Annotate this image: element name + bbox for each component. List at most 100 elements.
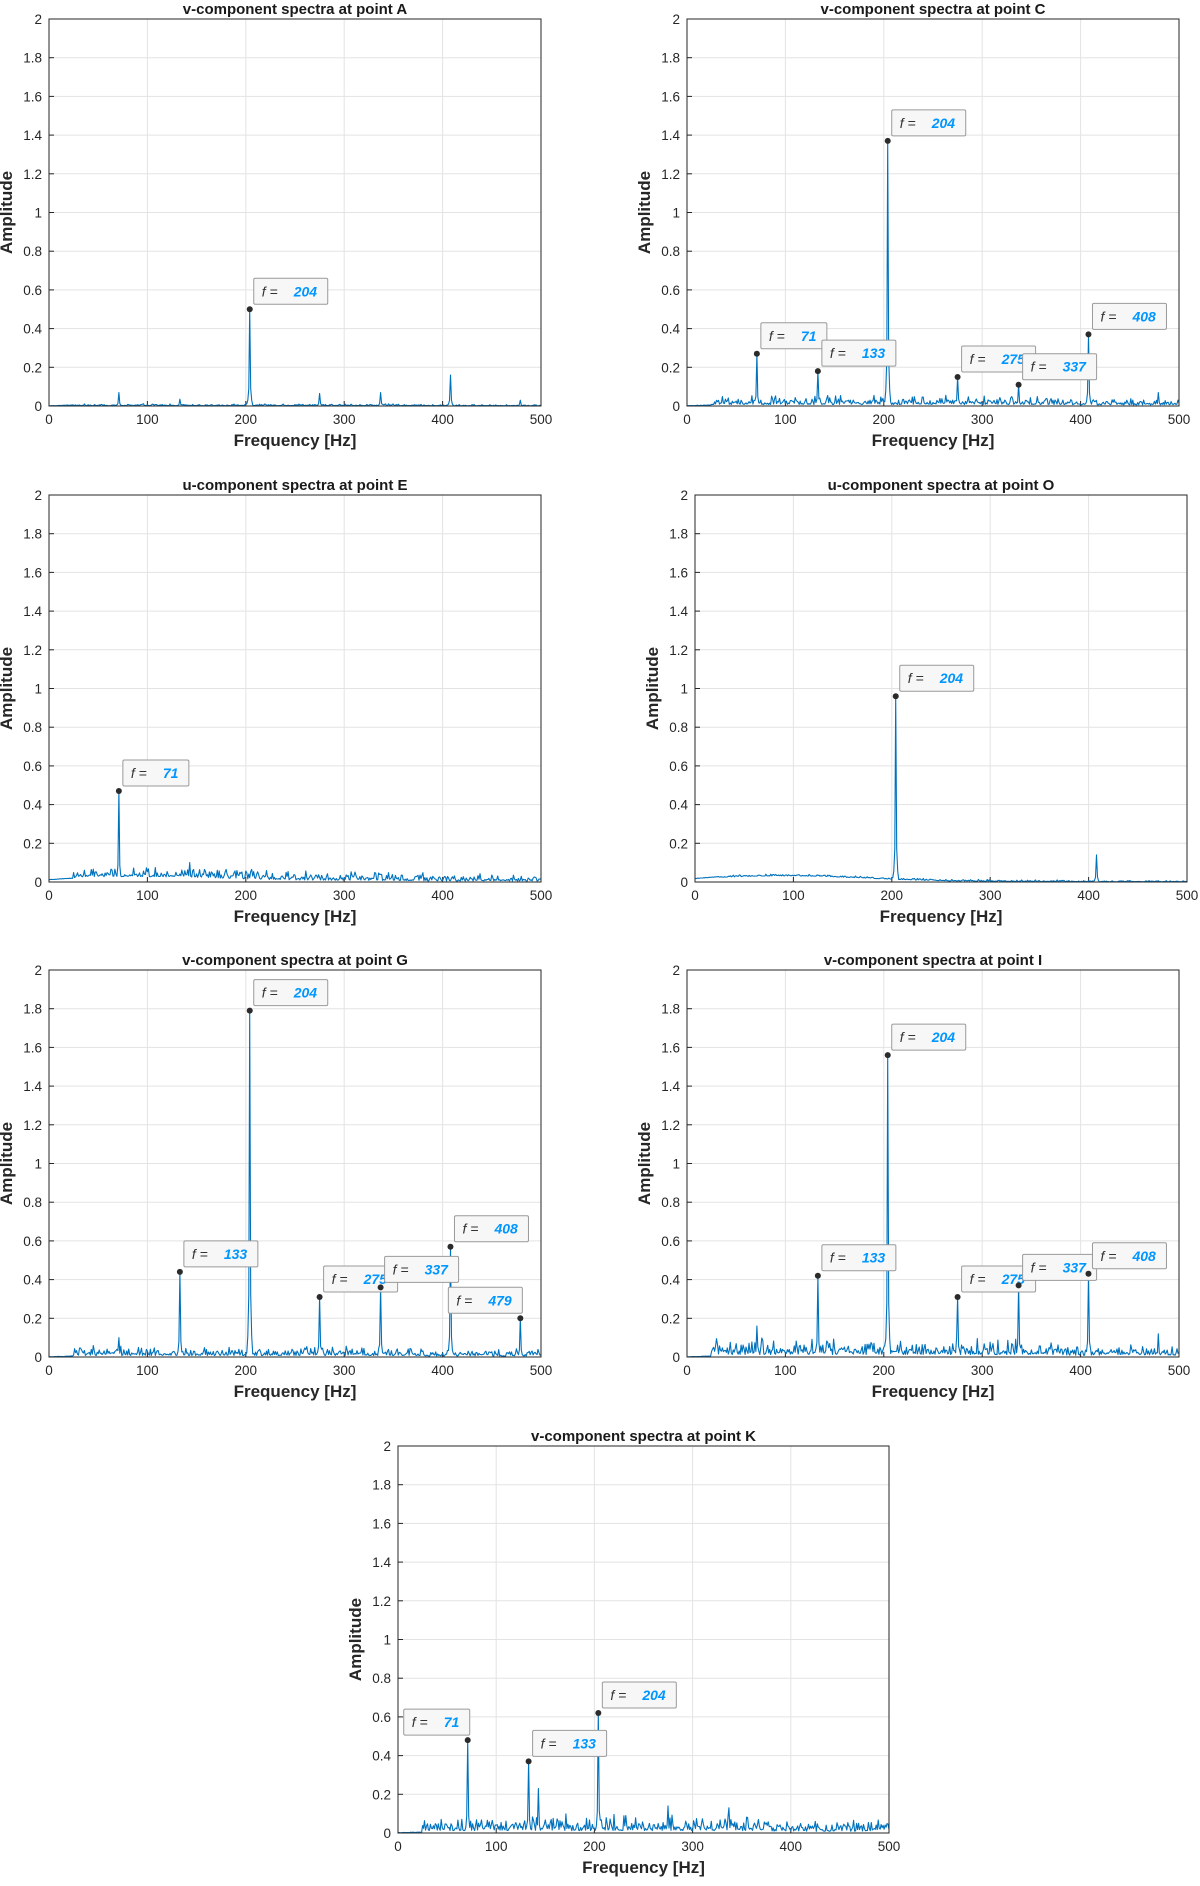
datatip: f = 204 bbox=[246, 277, 329, 313]
y-tick-label: 0 bbox=[672, 1350, 680, 1365]
datatip: f = 408 bbox=[1085, 1242, 1167, 1277]
datatip-prefix: f = bbox=[192, 1246, 208, 1262]
spectrum-line bbox=[48, 308, 542, 407]
chart-title: v-component spectra at point I bbox=[824, 952, 1042, 969]
datatip-prefix: f = bbox=[1031, 359, 1047, 375]
x-tick-label: 200 bbox=[873, 412, 896, 427]
datatip-marker bbox=[525, 1758, 532, 1765]
y-tick-label: 1.6 bbox=[661, 89, 680, 104]
y-tick-label: 0.2 bbox=[23, 360, 42, 375]
spectrum-line bbox=[686, 1054, 1180, 1358]
spectrum-line bbox=[49, 790, 542, 882]
datatip-marker bbox=[464, 1737, 471, 1744]
y-tick-label: 0 bbox=[672, 399, 680, 414]
y-tick-label: 1 bbox=[34, 1157, 42, 1172]
datatip-value: 408 bbox=[1131, 308, 1156, 324]
x-tick-label: 200 bbox=[881, 888, 904, 903]
datatip-prefix: f = bbox=[131, 765, 147, 781]
chart-panel: 0 100 200 300 400 500 0 0.2 0.4 0.6 0.8 1 1.2 1.4 1.6 1… bbox=[643, 477, 1198, 926]
y-tick-label: 0.2 bbox=[661, 1311, 680, 1326]
datatip-marker bbox=[115, 788, 122, 795]
y-tick-label: 0.2 bbox=[23, 1311, 42, 1326]
datatip-box bbox=[384, 1255, 460, 1283]
datatip-box bbox=[453, 1215, 529, 1243]
y-tick-label: 0.8 bbox=[372, 1671, 391, 1686]
datatip-box bbox=[1091, 302, 1167, 330]
datatip-box bbox=[403, 1708, 471, 1736]
datatip-box bbox=[899, 664, 975, 692]
y-tick-label: 1.4 bbox=[23, 1079, 42, 1094]
y-tick-label: 1.4 bbox=[661, 1079, 680, 1094]
y-tick-label: 1.4 bbox=[23, 128, 42, 143]
axes-box bbox=[686, 18, 1180, 407]
y-tick-label: 0.6 bbox=[23, 759, 42, 774]
datatip-value: 71 bbox=[801, 328, 817, 344]
datatip: f = 479 bbox=[447, 1286, 524, 1322]
datatip-marker bbox=[884, 1052, 891, 1059]
datatip: f = 71 bbox=[403, 1708, 471, 1744]
chart-title: u-component spectra at point O bbox=[828, 477, 1055, 494]
datatip-marker bbox=[1085, 1270, 1092, 1277]
y-tick-label: 0.4 bbox=[23, 1273, 42, 1288]
x-tick-label: 100 bbox=[774, 412, 797, 427]
y-tick-label: 0.4 bbox=[661, 322, 680, 337]
datatip-box bbox=[253, 979, 329, 1007]
y-tick-label: 1.8 bbox=[372, 1478, 391, 1493]
datatip: f = 337 bbox=[1015, 1253, 1098, 1289]
y-tick-label: 1.6 bbox=[23, 1040, 42, 1055]
datatip-value: 337 bbox=[1063, 359, 1088, 375]
y-tick-label: 1.2 bbox=[669, 643, 688, 658]
spectrum-line bbox=[48, 1010, 542, 1358]
datatip: f = 133 bbox=[176, 1240, 259, 1275]
chart-title: v-component spectra at point G bbox=[182, 952, 408, 969]
datatip-value: 479 bbox=[487, 1292, 512, 1308]
x-tick-label: 400 bbox=[431, 888, 454, 903]
x-tick-label: 200 bbox=[583, 1839, 606, 1854]
y-axis-label: Amplitude bbox=[635, 171, 654, 254]
spectrum-line bbox=[694, 695, 1188, 883]
y-tick-label: 1.4 bbox=[372, 1555, 391, 1570]
datatip-marker bbox=[377, 1284, 384, 1291]
y-tick-label: 0 bbox=[680, 875, 688, 890]
x-axis-label: Frequency [Hz] bbox=[872, 431, 995, 450]
y-tick-label: 2 bbox=[672, 963, 680, 978]
datatip-prefix: f = bbox=[412, 1714, 428, 1730]
datatip-marker bbox=[753, 350, 760, 357]
y-tick-label: 1.6 bbox=[23, 89, 42, 104]
x-tick-label: 400 bbox=[780, 1839, 803, 1854]
y-tick-label: 1.6 bbox=[661, 1040, 680, 1055]
datatip-box bbox=[253, 277, 329, 305]
y-axis-label: Amplitude bbox=[643, 647, 662, 730]
axes-box bbox=[694, 494, 1188, 883]
y-tick-label: 1.2 bbox=[23, 167, 42, 182]
x-tick-label: 200 bbox=[235, 888, 258, 903]
axes-box bbox=[686, 969, 1180, 1358]
datatip-value: 337 bbox=[1063, 1259, 1088, 1275]
datatip-prefix: f = bbox=[1100, 1248, 1116, 1264]
datatip: f = 133 bbox=[525, 1729, 608, 1765]
x-tick-label: 300 bbox=[333, 412, 356, 427]
x-tick-label: 400 bbox=[1069, 1363, 1092, 1378]
x-tick-label: 500 bbox=[530, 888, 553, 903]
x-tick-label: 0 bbox=[683, 1363, 691, 1378]
datatip-prefix: f = bbox=[970, 1271, 986, 1287]
datatip-marker bbox=[246, 306, 253, 313]
x-axis-label: Frequency [Hz] bbox=[880, 907, 1003, 926]
chart-panel: 0 100 200 300 400 500 0 0.2 0.4 0.6 0.8 1 1.2 1.4 1.6 1… bbox=[635, 952, 1190, 1401]
datatip-marker bbox=[595, 1710, 602, 1717]
x-tick-label: 300 bbox=[333, 888, 356, 903]
x-tick-label: 300 bbox=[333, 1363, 356, 1378]
datatip: f = 204 bbox=[595, 1681, 677, 1717]
datatip-prefix: f = bbox=[830, 345, 846, 361]
y-tick-label: 0.2 bbox=[23, 836, 42, 851]
y-tick-label: 1 bbox=[680, 682, 688, 697]
chart-panel: 0 100 200 300 400 500 0 0.2 0.4 0.6 0.8 1 1.2 1.4 1.6 1… bbox=[0, 477, 552, 926]
datatip-value: 275 bbox=[363, 1271, 388, 1287]
datatip-value: 275 bbox=[1001, 351, 1026, 367]
datatip-prefix: f = bbox=[1031, 1259, 1047, 1275]
datatip-prefix: f = bbox=[462, 1221, 478, 1237]
y-tick-label: 2 bbox=[34, 963, 42, 978]
y-tick-label: 0.2 bbox=[661, 360, 680, 375]
datatip-value: 204 bbox=[293, 283, 318, 299]
